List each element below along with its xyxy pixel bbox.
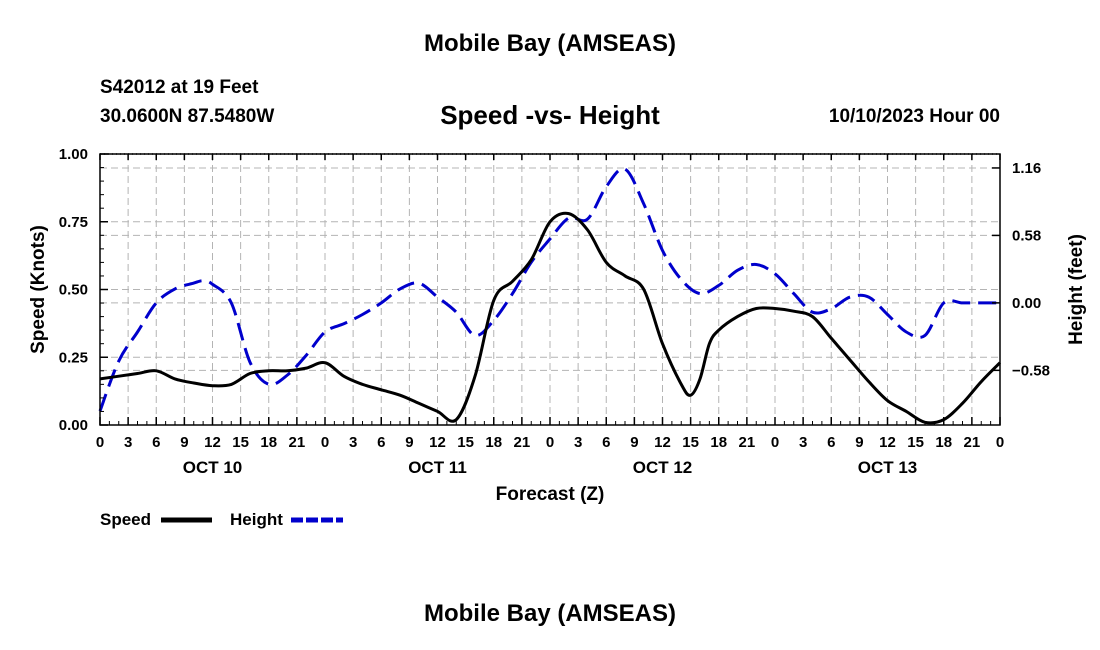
x-tick-label: 0 (771, 434, 779, 451)
y-tick-label: 1.00 (59, 146, 88, 163)
x-tick-label: 12 (429, 434, 446, 451)
station-label: S42012 at 19 Feet (100, 77, 259, 98)
x-tick-label: 9 (180, 434, 188, 451)
x-tick-label: 15 (907, 434, 924, 451)
y-tick-label: 0.00 (59, 417, 88, 434)
y2-tick-label: 0.58 (1012, 227, 1041, 244)
y-axis-title: Speed (Knots) (28, 225, 49, 354)
x-tick-label: 12 (204, 434, 221, 451)
x-tick-label: 15 (232, 434, 249, 451)
axis-layer: 0 3 6 9 12 15 18 21 0 3 6 9 12 15 18 21 0 3 6 9 12 15 18 21 0 3 6 9… (28, 146, 1087, 505)
x-tick-label: 3 (799, 434, 807, 451)
x-tick-label: 0 (546, 434, 554, 451)
series-layer (98, 167, 1002, 425)
x-tick-label: 6 (377, 434, 385, 451)
x-day-label: OCT 12 (633, 458, 693, 477)
x-tick-label: 3 (349, 434, 357, 451)
y-tick-label: 0.25 (59, 349, 88, 366)
x-tick-label: 21 (739, 434, 756, 451)
x-tick-label: 21 (289, 434, 306, 451)
legend: Speed Height (100, 510, 343, 529)
station-coordinates: 30.0600N 87.5480W (100, 106, 275, 127)
x-tick-label: 15 (457, 434, 474, 451)
y2-tick-label: −0.58 (1012, 362, 1050, 379)
x-day-label: OCT 11 (408, 458, 467, 477)
x-tick-label: 6 (602, 434, 610, 451)
y-tick-label: 0.75 (59, 214, 88, 231)
x-tick-label: 18 (485, 434, 502, 451)
x-axis-title: Forecast (Z) (496, 484, 605, 505)
forecast-datetime: 10/10/2023 Hour 00 (828, 106, 1000, 127)
x-tick-label: 3 (574, 434, 582, 451)
x-tick-label: 6 (152, 434, 160, 451)
x-day-label: OCT 10 (183, 458, 243, 477)
x-tick-label: 9 (405, 434, 413, 451)
x-tick-label: 12 (879, 434, 896, 451)
x-day-label: OCT 13 (858, 458, 918, 477)
x-tick-label: 0 (321, 434, 329, 451)
x-tick-label: 18 (260, 434, 277, 451)
chart-title: Speed -vs- Height (440, 100, 660, 130)
x-tick-label: 18 (710, 434, 727, 451)
legend-label-speed: Speed (100, 510, 151, 529)
x-tick-label: 21 (964, 434, 981, 451)
x-tick-label: 15 (682, 434, 699, 451)
y-tick-label: 0.50 (59, 282, 88, 299)
x-tick-label: 9 (630, 434, 638, 451)
y2-tick-label: 1.16 (1012, 160, 1041, 177)
x-tick-label: 6 (827, 434, 835, 451)
x-tick-label: 12 (654, 434, 671, 451)
x-tick-label: 0 (96, 434, 104, 451)
page-title: Mobile Bay (AMSEAS) (423, 30, 677, 57)
y2-tick-label: 0.00 (1012, 295, 1041, 312)
x-tick-label: 18 (935, 434, 952, 451)
legend-label-height: Height (230, 510, 283, 529)
x-tick-label: 21 (514, 434, 531, 451)
series-line-speed (99, 211, 1002, 425)
x-tick-label: 0 (996, 434, 1004, 451)
x-tick-label: 9 (855, 434, 863, 451)
series-line-height (98, 167, 1000, 412)
y2-axis-title: Height (feet) (1066, 234, 1087, 345)
x-tick-label: 3 (124, 434, 132, 451)
repeated-page-title: Mobile Bay (AMSEAS) (423, 600, 677, 627)
